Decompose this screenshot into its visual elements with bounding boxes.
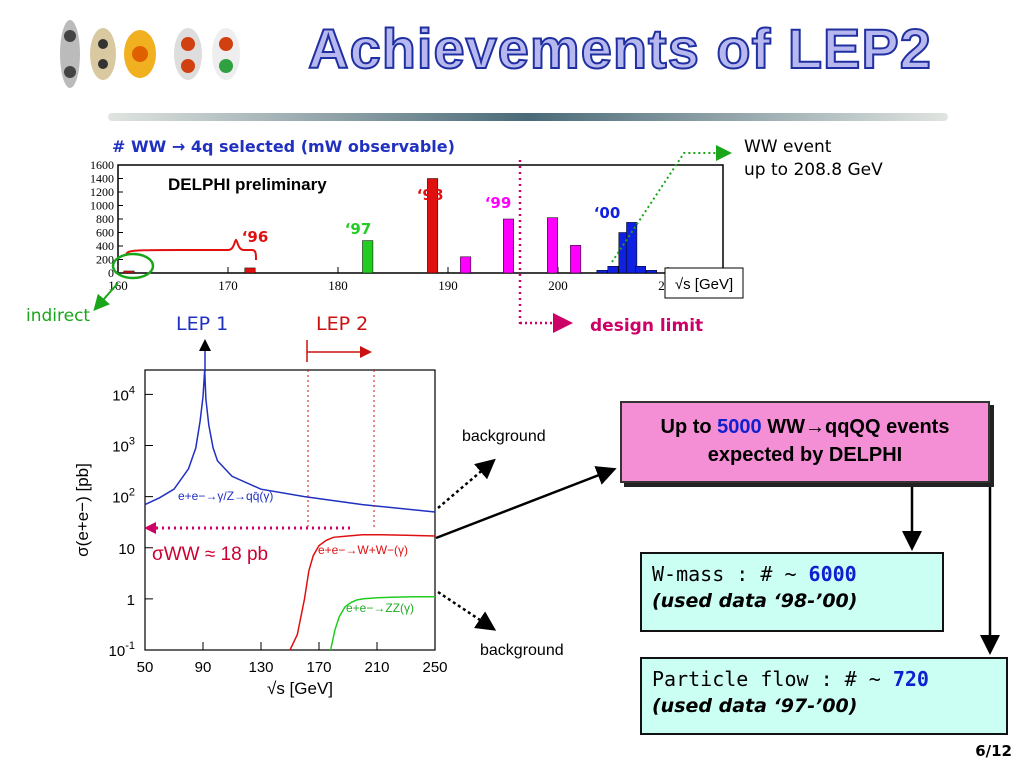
hist-xtick-label: 190 <box>438 278 458 293</box>
hist-xtick-label: 160 <box>108 278 128 293</box>
xs-xtick-label: 210 <box>364 659 389 676</box>
event-display-icon <box>90 28 116 80</box>
hist-bar <box>570 245 582 274</box>
background-label-upper: background <box>462 428 546 445</box>
histogram-title: # WW → 4q selected (mW observable) <box>112 137 455 156</box>
svg-text:√s [GeV]: √s [GeV] <box>675 276 733 293</box>
cross-section-plot: 10-1 1 10 102 103 104 50 90 130 170 210 250 σ(e+e−)… <box>73 369 448 698</box>
year-label: ‘97 <box>345 220 372 238</box>
xs-ytick-label: 10 <box>118 541 135 558</box>
xs-curve <box>144 369 436 513</box>
xs-curve <box>289 533 436 651</box>
w-mass-count: 6000 <box>808 562 857 586</box>
indirect-label: indirect <box>26 306 91 326</box>
year-label: ‘96 <box>242 228 269 246</box>
event-display-icon <box>124 30 156 78</box>
hist-ytick-label: 1200 <box>90 185 114 199</box>
xs-ytick-label: 1 <box>127 592 135 609</box>
expected-events-number: 5000 <box>717 416 762 438</box>
hist-bar <box>244 267 256 274</box>
xs-xtick-label: 50 <box>137 659 154 676</box>
particle-flow-box: Particle flow : # ~ 720 (used data ‘97-’… <box>640 657 1008 735</box>
w-mass-box: W-mass : # ~ 6000 (used data ‘98-’00) <box>640 552 944 632</box>
xs-xlabel: √s [GeV] <box>267 679 333 698</box>
curve-label: e+e−→ZZ(γ) <box>346 601 414 615</box>
hist-bar <box>646 270 657 274</box>
year-label: ‘00 <box>594 204 621 222</box>
design-limit-label: design limit <box>590 316 704 336</box>
lep2-label: LEP 2 <box>316 313 369 335</box>
hist-bar <box>503 218 514 274</box>
xs-ytick-label: 10-1 <box>109 640 135 660</box>
xs-xtick-label: 170 <box>306 659 331 676</box>
hist-ytick-label: 600 <box>96 226 114 240</box>
xs-xtick-label: 130 <box>248 659 273 676</box>
xs-xtick-label: 250 <box>422 659 447 676</box>
hist-ytick-label: 200 <box>96 253 114 267</box>
ww-event-note: WW event up to 208.8 GeV <box>744 137 883 180</box>
hist-ytick-label: 0 <box>108 266 114 280</box>
xs-ytick-label: 103 <box>112 436 135 456</box>
xs-curve <box>329 596 435 651</box>
hist-bar <box>123 270 135 274</box>
expected-events-box: Up to 5000 WW→qqQQ events expected by DE… <box>620 401 990 483</box>
year-96-brace <box>125 238 257 261</box>
xaxis-label-box: √s [GeV] <box>664 267 744 299</box>
particle-logos <box>60 20 240 88</box>
event-display-icon <box>212 28 240 80</box>
year-label: ‘98 <box>417 186 444 204</box>
indirect-circle <box>111 252 155 280</box>
lep1-label: LEP 1 <box>176 313 229 335</box>
slide-title: Achievements of LEP2 <box>307 16 932 81</box>
event-display-icon <box>60 20 80 88</box>
hist-ytick-label: 800 <box>96 212 114 226</box>
hist-bar <box>427 178 439 274</box>
hist-bar <box>547 217 558 274</box>
xs-xtick-label: 90 <box>195 659 212 676</box>
hist-xtick-label: 180 <box>328 278 348 293</box>
delphi-preliminary-label: DELPHI preliminary <box>168 175 327 194</box>
curve-label: e+e−→γ/Z→qq̄(γ) <box>178 489 273 503</box>
hist-bar <box>607 266 619 274</box>
hist-bar <box>362 240 374 274</box>
page-number: 6/12 <box>975 742 1012 760</box>
hist-bar <box>596 270 608 274</box>
year-label: ‘99 <box>485 194 512 212</box>
xs-ytick-label: 102 <box>112 487 135 507</box>
background-label-lower: background <box>480 642 564 659</box>
xs-ytick-label: 104 <box>112 384 135 404</box>
hist-xtick-label: 170 <box>218 278 238 293</box>
hist-ytick-label: 1600 <box>90 158 114 172</box>
curve-label: e+e−→W+W−(γ) <box>318 543 408 557</box>
hist-xtick-label: 200 <box>548 278 568 293</box>
xs-ylabel: σ(e+e−) [pb] <box>73 463 92 557</box>
svg-text:Achievements of LEP2: Achievements of LEP2 <box>308 17 932 80</box>
hist-bar <box>626 222 638 274</box>
hist-ytick-label: 1000 <box>90 199 114 213</box>
title-divider <box>108 113 948 121</box>
sigma-ww-arrowhead <box>144 522 156 534</box>
particle-flow-count: 720 <box>892 667 929 691</box>
hist-ytick-label: 400 <box>96 239 114 253</box>
hist-bar <box>635 266 646 274</box>
hist-bar <box>460 256 472 274</box>
sigma-ww-label: σWW ≈ 18 pb <box>152 544 268 565</box>
hist-ytick-label: 1400 <box>90 172 114 186</box>
event-display-icon <box>174 28 202 80</box>
